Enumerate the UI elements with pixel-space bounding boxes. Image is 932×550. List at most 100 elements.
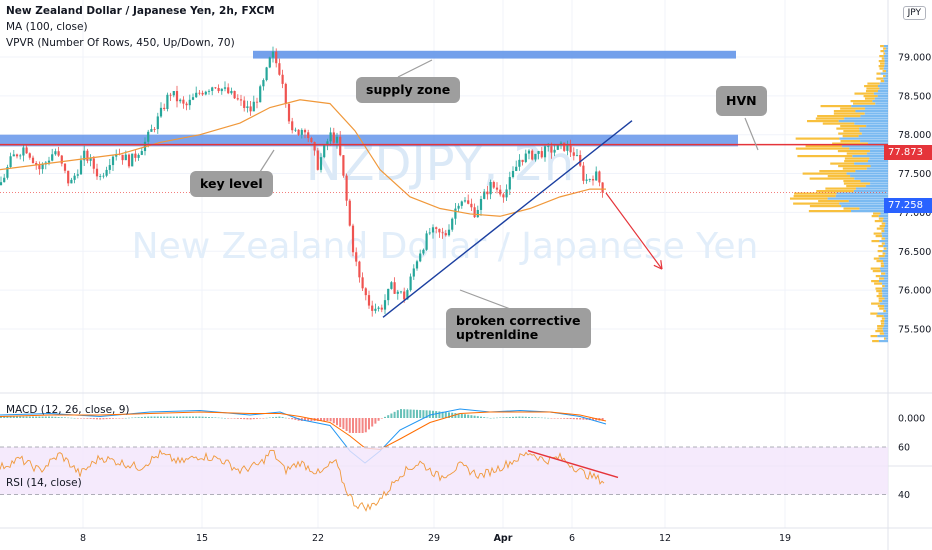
candle-body: [182, 99, 185, 104]
vpvr-bar-down: [843, 130, 860, 133]
vpvr-bar-down: [844, 160, 868, 163]
vpvr-bar-down: [854, 92, 874, 95]
rsi-legend[interactable]: RSI (14, close): [6, 477, 82, 489]
macd-histogram-bar: [483, 417, 486, 418]
macd-histogram-bar: [172, 416, 175, 418]
candle-body: [489, 181, 492, 195]
macd-histogram-bar: [54, 416, 57, 418]
vpvr-bar-down: [875, 287, 883, 290]
vpvr-bar-down: [878, 65, 885, 68]
macd-histogram-bar: [419, 410, 422, 418]
macd-histogram-bar: [393, 411, 396, 418]
vpvr-bar-down: [794, 192, 837, 195]
macd-histogram-bar: [102, 418, 105, 420]
macd-histogram-bar: [169, 416, 172, 418]
macd-histogram-bar: [176, 416, 178, 418]
macd-histogram-bar: [348, 418, 351, 433]
vpvr-bar-up: [879, 82, 888, 85]
candle-body: [236, 98, 239, 100]
hvn-pointer: [744, 117, 759, 151]
macd-histogram-bar: [48, 416, 50, 418]
vpvr-bar-up: [884, 332, 888, 335]
macd-histogram-bar: [57, 417, 60, 418]
macd-histogram-bar: [524, 416, 527, 418]
candle-body: [147, 131, 150, 142]
macd-histogram-bar: [515, 416, 518, 418]
vpvr-bar-up: [879, 267, 888, 270]
zones: [0, 50, 738, 147]
macd-histogram-bar: [275, 416, 278, 418]
vpvr-bar-up: [882, 287, 888, 290]
rsi-line: [0, 449, 605, 512]
macd-histogram-bar: [368, 418, 370, 430]
vpvr-bar-up: [886, 70, 888, 73]
macd-histogram-bar: [80, 418, 82, 419]
macd-legend[interactable]: MACD (12, 26, close, 9): [6, 404, 130, 416]
watermark-name: New Zealand Dollar / Japanese Yen: [132, 226, 759, 267]
price-tick-label: 77.500: [898, 169, 931, 180]
vpvr-bar-down: [881, 317, 885, 320]
candle-body: [556, 144, 559, 150]
vpvr-bar-down: [842, 135, 859, 138]
macd-histogram-bar: [73, 417, 76, 419]
candle-body: [278, 63, 281, 75]
vpvr-bar-down: [880, 265, 885, 268]
vpvr-bar-down: [838, 165, 871, 168]
hvn-callout[interactable]: HVN: [716, 86, 767, 116]
vpvr-bar-up: [860, 180, 888, 183]
vpvr-bar-up: [851, 210, 888, 213]
vpvr-bar-down: [873, 257, 880, 260]
candle-body: [297, 129, 300, 135]
key-level-callout[interactable]: key level: [190, 171, 273, 197]
vpvr-bar-down: [874, 220, 883, 223]
macd-histogram-bar: [227, 418, 230, 419]
macd-histogram-bar: [528, 416, 530, 418]
vpvr-bar-down: [843, 180, 861, 183]
candle-body: [339, 136, 342, 156]
price-axis[interactable]: 79.000 78.500 78.000 77.500 77.000 76.500 76.0…: [898, 53, 931, 502]
vpvr-bar-up: [874, 97, 888, 100]
vpvr-bar-down: [815, 117, 845, 120]
macd-histogram-bar: [163, 416, 166, 418]
candle-body: [396, 291, 399, 294]
macd-histogram-bar: [566, 418, 569, 419]
currency-badge[interactable]: JPY: [902, 6, 926, 20]
vpvr-bar-down: [793, 202, 840, 205]
vpvr-legend[interactable]: VPVR (Number Of Rows, 450, Up/Down, 70): [6, 37, 235, 49]
candle-body: [575, 154, 579, 156]
rsi-tick-label: 40: [898, 490, 910, 501]
vpvr-bar-down: [805, 145, 842, 148]
candle-body: [367, 295, 371, 306]
vpvr-bar-up: [884, 297, 888, 300]
vpvr-bar-down: [875, 235, 883, 238]
vpvr-bar-down: [864, 97, 875, 100]
macd-histogram-bar: [166, 416, 169, 418]
vpvr-bar-down: [818, 200, 849, 203]
candle-body: [108, 165, 111, 170]
vpvr-bar-down: [878, 300, 883, 303]
time-axis[interactable]: 8 15 22 29 Apr 6 12 19: [80, 533, 791, 544]
candle-body: [191, 97, 195, 100]
macd-histogram-bar: [259, 418, 262, 419]
macd-histogram-bar: [224, 418, 226, 419]
macd-histogram-bar: [144, 416, 146, 418]
vpvr-bar-up: [882, 295, 888, 298]
candle-body: [124, 154, 127, 161]
candle-body: [169, 94, 172, 96]
vpvr-bar-up: [883, 227, 888, 230]
macd-histogram-bar: [118, 418, 121, 419]
macd-histogram-bar: [601, 418, 604, 421]
ma-legend[interactable]: MA (100, close): [6, 21, 88, 33]
supply-zone-callout[interactable]: supply zone: [356, 77, 461, 103]
broken-uptrend-callout[interactable]: broken corrective uptrenldine: [446, 308, 591, 348]
macd-histogram-bar: [563, 418, 566, 419]
vpvr-bar-up: [884, 230, 888, 233]
macd-histogram-bar: [201, 416, 204, 418]
vpvr-bar-up: [866, 152, 888, 155]
candle-body: [150, 129, 153, 132]
symbol-title[interactable]: New Zealand Dollar / Japanese Yen, 2h, F…: [6, 5, 275, 17]
vpvr-bar-up: [884, 265, 888, 268]
candle-body: [259, 86, 262, 103]
macd-histogram-bar: [512, 416, 514, 418]
